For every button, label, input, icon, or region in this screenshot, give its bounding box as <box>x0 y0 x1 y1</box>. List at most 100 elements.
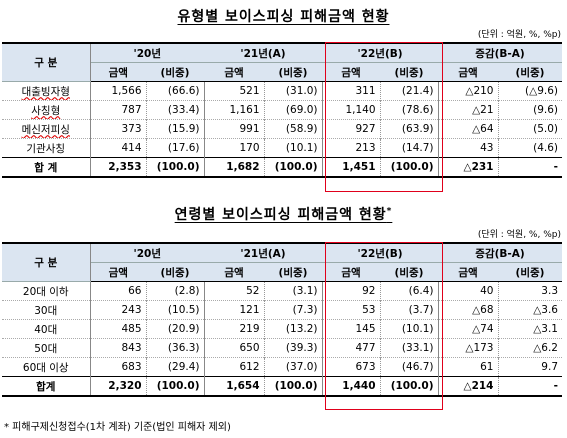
table-row: 30대 243 (10.5) 121 (7.3) 53 (3.7) △68 △3… <box>2 300 562 320</box>
table2-title-text: 연령별 보이스피싱 피해금액 현황 <box>174 207 387 223</box>
cell-ratio-2020: (20.9) <box>145 319 204 339</box>
cell-amount-2021: 612 <box>203 357 264 377</box>
cell-ratio-2021: (3.1) <box>263 281 322 301</box>
cell-ratio-change: △6.2 <box>497 338 562 358</box>
header-year-2020: '20년 <box>90 242 204 263</box>
row-label: 메신저피싱 <box>21 123 70 136</box>
total-ratio-2022: (100.0) <box>379 376 438 396</box>
header-gubun: 구 분 <box>2 242 91 282</box>
cell-ratio-2022: (21.4) <box>379 81 438 101</box>
total-label: 합계 <box>2 376 91 396</box>
cell-amount-change: △64 <box>437 119 498 139</box>
table-row: 사칭형 787 (33.4) 1,161 (69.0) 1,140 (78.6)… <box>2 100 562 120</box>
cell-ratio-2020: (17.6) <box>145 138 204 158</box>
cell-ratio-2022: (6.4) <box>379 281 438 301</box>
cell-ratio-2022: (10.1) <box>379 319 438 339</box>
cell-ratio-2020: (15.9) <box>145 119 204 139</box>
row-label: 40대 <box>2 319 91 339</box>
row-label: 20대 이하 <box>2 281 91 301</box>
subheader-ratio: (비중) <box>264 62 322 82</box>
header-change: 증감(B-A) <box>438 242 562 263</box>
cell-ratio-change: △3.1 <box>497 319 562 339</box>
cell-amount-2021: 650 <box>203 338 264 358</box>
cell-amount-2020: 243 <box>89 300 146 320</box>
cell-ratio-2021: (58.9) <box>263 119 322 139</box>
total-label: 합 계 <box>2 157 91 177</box>
cell-ratio-change: (9.6) <box>497 100 562 120</box>
header-year-2020: '20년 <box>90 42 204 63</box>
row-label: 기관사칭 <box>2 138 91 158</box>
cell-ratio-2020: (66.6) <box>145 81 204 101</box>
subheader-amount: 금액 <box>204 262 264 282</box>
cell-ratio-2022: (14.7) <box>379 138 438 158</box>
cell-amount-2021: 170 <box>203 138 264 158</box>
cell-ratio-2021: (7.3) <box>263 300 322 320</box>
cell-amount-2021: 52 <box>203 281 264 301</box>
total-ratio-2021: (100.0) <box>263 157 322 177</box>
total-ratio-2022: (100.0) <box>379 157 438 177</box>
table-row: 20대 이하 66 (2.8) 52 (3.1) 92 (6.4) 40 3.3 <box>2 281 562 301</box>
subheader-ratio: (비중) <box>380 262 438 282</box>
cell-amount-2020: 373 <box>89 119 146 139</box>
cell-amount-2022: 213 <box>321 138 380 158</box>
total-amount-2020: 2,320 <box>89 376 146 396</box>
cell-ratio-2021: (10.1) <box>263 138 322 158</box>
total-amount-change: △231 <box>437 157 498 177</box>
cell-amount-2021: 121 <box>203 300 264 320</box>
subheader-ratio: (비중) <box>498 262 562 282</box>
cell-amount-2020: 787 <box>89 100 146 120</box>
cell-amount-2020: 1,566 <box>89 81 146 101</box>
cell-amount-change: 43 <box>437 138 498 158</box>
subheader-amount: 금액 <box>322 262 380 282</box>
subheader-ratio: (비중) <box>498 62 562 82</box>
header-change: 증감(B-A) <box>438 42 562 63</box>
table-row: 기관사칭 414 (17.6) 170 (10.1) 213 (14.7) 43… <box>2 138 562 158</box>
cell-amount-change: 61 <box>437 357 498 377</box>
cell-ratio-2020: (33.4) <box>145 100 204 120</box>
cell-amount-2022: 145 <box>321 319 380 339</box>
header-gubun: 구 분 <box>2 42 91 82</box>
header-year-2021: '21년(A) <box>204 42 322 63</box>
table2-title: 연령별 보이스피싱 피해금액 현황* <box>0 204 567 224</box>
table-row: 50대 843 (36.3) 650 (39.3) 477 (33.1) △17… <box>2 338 562 358</box>
cell-amount-2020: 485 <box>89 319 146 339</box>
cell-ratio-2022: (33.1) <box>379 338 438 358</box>
cell-amount-2022: 1,140 <box>321 100 380 120</box>
cell-ratio-2022: (46.7) <box>379 357 438 377</box>
cell-ratio-2022: (63.9) <box>379 119 438 139</box>
cell-amount-2020: 843 <box>89 338 146 358</box>
total-ratio-change: - <box>497 376 562 396</box>
cell-ratio-2022: (78.6) <box>379 100 438 120</box>
subheader-amount: 금액 <box>438 262 498 282</box>
cell-amount-change: △210 <box>437 81 498 101</box>
total-row: 합 계 2,353 (100.0) 1,682 (100.0) 1,451 (1… <box>2 157 562 177</box>
cell-amount-2022: 673 <box>321 357 380 377</box>
table-row: 60대 이상 683 (29.4) 612 (37.0) 673 (46.7) … <box>2 357 562 377</box>
table-row: 40대 485 (20.9) 219 (13.2) 145 (10.1) △74… <box>2 319 562 339</box>
subheader-amount: 금액 <box>90 262 146 282</box>
table1-title: 유형별 보이스피싱 피해금액 현황 <box>177 9 390 25</box>
table2-unit: (단위 : 억원, %, %p) <box>477 230 561 240</box>
subheader-amount: 금액 <box>204 62 264 82</box>
cell-amount-2020: 66 <box>89 281 146 301</box>
age-damage-table: 구 분 '20년 '21년(A) '22년(B) 증감(B-A) 금액 (비중)… <box>2 242 562 397</box>
cell-ratio-change: 3.3 <box>497 281 562 301</box>
cell-amount-2022: 477 <box>321 338 380 358</box>
header-year-2022: '22년(B) <box>322 42 438 63</box>
table-row: 메신저피싱 373 (15.9) 991 (58.9) 927 (63.9) △… <box>2 119 562 139</box>
cell-amount-2021: 521 <box>203 81 264 101</box>
cell-ratio-2020: (36.3) <box>145 338 204 358</box>
cell-amount-2022: 311 <box>321 81 380 101</box>
subheader-ratio: (비중) <box>146 262 204 282</box>
cell-amount-change: 40 <box>437 281 498 301</box>
header-year-2022: '22년(B) <box>322 242 438 263</box>
total-ratio-2020: (100.0) <box>145 157 204 177</box>
cell-ratio-2022: (3.7) <box>379 300 438 320</box>
cell-amount-2022: 53 <box>321 300 380 320</box>
cell-ratio-change: (5.0) <box>497 119 562 139</box>
cell-ratio-2020: (29.4) <box>145 357 204 377</box>
row-label: 30대 <box>2 300 91 320</box>
cell-ratio-2020: (2.8) <box>145 281 204 301</box>
total-amount-2021: 1,682 <box>203 157 264 177</box>
cell-ratio-change: (△9.6) <box>497 81 562 101</box>
